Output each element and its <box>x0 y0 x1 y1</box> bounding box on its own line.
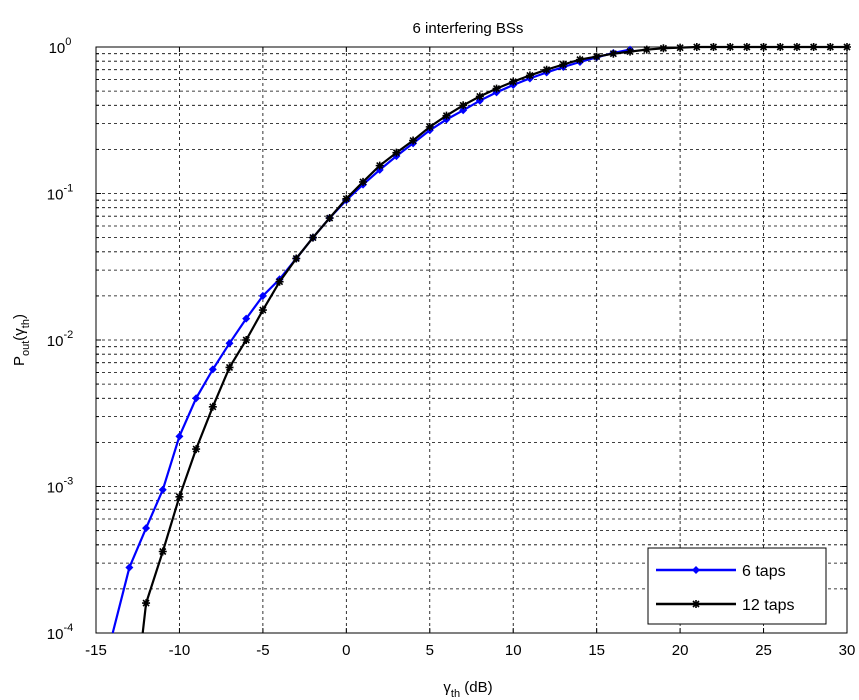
data-point <box>292 254 301 263</box>
x-tick-label: -5 <box>256 642 269 659</box>
data-point <box>843 43 851 51</box>
data-point <box>776 43 785 51</box>
data-point <box>442 111 451 120</box>
series-1 <box>141 43 851 634</box>
data-point <box>559 60 568 69</box>
data-point <box>626 47 635 56</box>
data-point <box>208 402 217 411</box>
axis-ticks: -15 -10 -5 0 5 10 15 20 25 30 10-4 10-3 10-2 10-1 100 <box>47 36 856 659</box>
data-point <box>459 101 468 110</box>
x-tick-label: -15 <box>85 642 107 659</box>
data-point <box>676 43 685 52</box>
legend-label-6-taps: 6 taps <box>742 563 786 580</box>
chart-title: 6 interfering BSs <box>413 20 524 37</box>
data-point <box>425 122 434 131</box>
data-point <box>409 136 418 145</box>
data-point <box>142 524 151 533</box>
data-point <box>392 148 401 157</box>
y-tick-label: 10-1 <box>47 183 73 204</box>
data-point <box>342 194 351 203</box>
x-tick-label: 30 <box>839 642 856 659</box>
x-tick-label: 25 <box>755 642 772 659</box>
x-tick-label: 10 <box>505 642 522 659</box>
data-point <box>709 43 718 51</box>
data-point <box>275 277 284 286</box>
data-point <box>659 44 668 53</box>
data-point <box>592 52 601 61</box>
data-point <box>375 161 384 170</box>
data-point <box>142 599 151 608</box>
legend-marker-6-taps <box>692 566 700 574</box>
legend: 6 taps 12 taps <box>647 547 827 625</box>
data-point <box>208 365 217 374</box>
data-point <box>575 55 584 64</box>
data-point <box>542 65 551 74</box>
x-tick-label: 0 <box>342 642 350 659</box>
data-point <box>475 92 484 101</box>
data-point <box>742 43 751 51</box>
x-tick-label: 15 <box>588 642 605 659</box>
x-tick-label: 20 <box>672 642 689 659</box>
data-point <box>359 177 368 186</box>
data-point <box>692 43 701 51</box>
data-point <box>609 49 618 58</box>
data-point <box>242 314 251 323</box>
x-axis-label: γth (dB) <box>443 679 492 700</box>
legend-box <box>647 547 827 625</box>
data-point <box>175 492 184 501</box>
data-point <box>225 363 234 372</box>
data-point <box>192 445 201 454</box>
data-point <box>509 77 518 86</box>
y-axis-label: Pout(γth) <box>11 314 32 366</box>
y-tick-label: 10-3 <box>47 476 73 497</box>
data-point <box>125 563 134 572</box>
x-tick-label: -10 <box>169 642 191 659</box>
data-point <box>726 43 735 51</box>
x-tick-label: 5 <box>426 642 434 659</box>
data-point <box>809 43 818 51</box>
y-tick-label: 10-2 <box>47 329 73 350</box>
legend-label-12-taps: 12 taps <box>742 597 794 614</box>
data-point <box>642 45 651 54</box>
data-point <box>175 432 184 441</box>
grid <box>96 47 847 633</box>
data-point <box>192 394 201 403</box>
data-point <box>792 43 801 51</box>
y-tick-label: 10-4 <box>47 622 73 643</box>
y-tick-label: 100 <box>49 36 72 57</box>
data-point <box>325 214 334 223</box>
data-point <box>826 43 835 51</box>
data-point <box>492 84 501 93</box>
legend-marker-12-taps <box>692 600 700 608</box>
data-point <box>308 233 317 242</box>
data-point <box>258 306 267 315</box>
data-point <box>759 43 768 51</box>
data-point <box>158 547 167 556</box>
data-point <box>225 339 234 348</box>
series-layer <box>111 43 851 634</box>
data-point <box>242 336 251 344</box>
data-point <box>258 291 267 300</box>
data-point <box>158 485 167 494</box>
data-point <box>525 71 534 80</box>
